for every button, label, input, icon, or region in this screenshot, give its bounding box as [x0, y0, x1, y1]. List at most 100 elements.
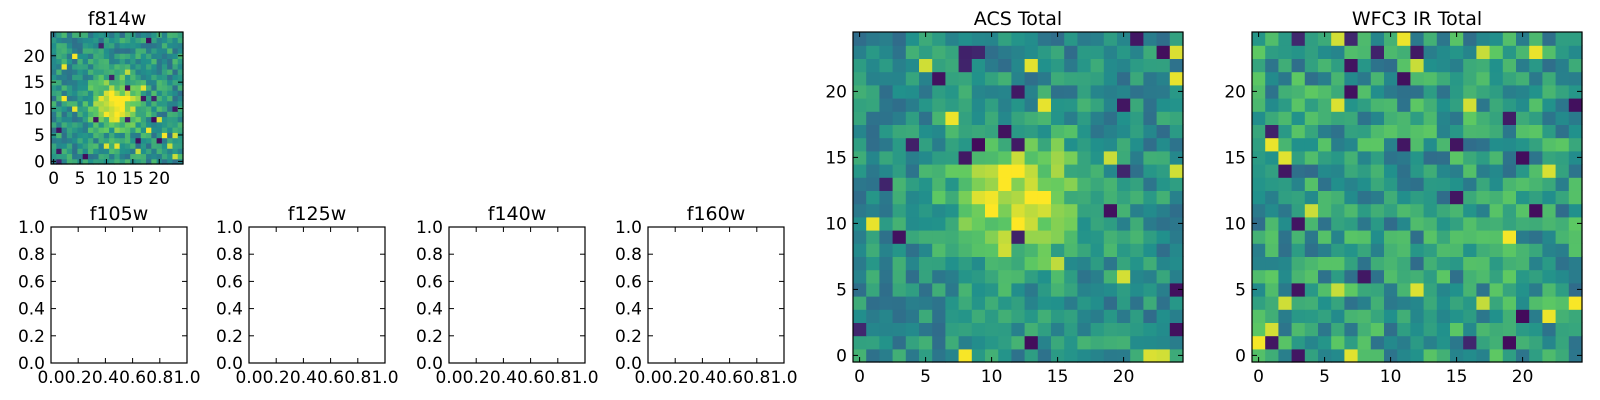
heatmap-cell — [66, 158, 73, 165]
heatmap-cell — [1304, 203, 1319, 218]
heatmap-cell — [905, 243, 920, 257]
heatmap-cell — [1555, 309, 1570, 323]
heatmap-cell — [1090, 296, 1105, 310]
heatmap-cell — [130, 84, 137, 91]
heatmap-cell — [72, 121, 78, 128]
heatmap-cell — [87, 153, 94, 160]
heatmap-cell — [853, 269, 867, 284]
heatmap-cell — [905, 348, 920, 363]
heatmap-cell — [109, 47, 115, 54]
panel-title-wfc3-ir-total: WFC3 IR Total — [1352, 8, 1482, 30]
heatmap-cell — [1489, 322, 1504, 337]
heatmap-cell — [109, 132, 115, 139]
heatmap-cell — [172, 42, 179, 49]
heatmap-cell — [971, 269, 986, 284]
heatmap-cell — [1502, 111, 1517, 125]
heatmap-cell — [140, 158, 147, 165]
heatmap-cell — [1542, 58, 1557, 73]
heatmap-cell — [77, 37, 84, 44]
heatmap-cell — [124, 47, 131, 54]
heatmap-cell — [103, 121, 110, 128]
heatmap-cell — [1568, 348, 1583, 363]
y-tick-label: 0.2 — [615, 327, 642, 347]
heatmap-cell — [1502, 45, 1517, 59]
heatmap-cell — [1436, 150, 1451, 165]
heatmap-cell — [66, 68, 73, 75]
heatmap-cell — [1476, 164, 1491, 178]
heatmap-cell — [1555, 243, 1570, 257]
axes-frame — [1251, 31, 1583, 363]
heatmap-cell — [93, 63, 100, 70]
heatmap-cell — [1423, 84, 1438, 99]
heatmap-cell — [1064, 124, 1078, 139]
heatmap-cell — [1037, 243, 1052, 257]
heatmap-cell — [1568, 335, 1583, 350]
heatmap-cell — [130, 53, 137, 59]
heatmap-cell — [98, 68, 105, 75]
heatmap-cell — [1568, 111, 1583, 125]
heatmap-cell — [1011, 58, 1026, 73]
heatmap-cell — [1516, 216, 1530, 231]
heatmap-cell — [1542, 111, 1557, 125]
heatmap-cell — [1304, 335, 1319, 350]
heatmap-cell — [61, 32, 68, 38]
heatmap-cell — [1117, 309, 1131, 323]
heatmap-cell — [1024, 296, 1039, 310]
heatmap-cell — [1502, 348, 1517, 363]
heatmap-cell — [98, 37, 105, 44]
heatmap-cell — [1502, 137, 1517, 152]
heatmap-cell — [1278, 45, 1293, 59]
heatmap-cell — [892, 190, 907, 205]
heatmap-cell — [932, 309, 946, 323]
heatmap-cell — [114, 153, 121, 160]
heatmap-cell — [1077, 282, 1092, 297]
heatmap-cell — [1529, 58, 1543, 73]
heatmap-cell — [167, 100, 174, 107]
y-tick-label: 10 — [825, 214, 847, 234]
heatmap-cell — [98, 53, 105, 59]
heatmap-cell — [1304, 296, 1319, 310]
heatmap-cell — [103, 116, 110, 123]
heatmap-cell — [1143, 243, 1158, 257]
heatmap-cell — [1476, 309, 1491, 323]
heatmap-cell — [1423, 282, 1438, 297]
heatmap-cell — [1011, 177, 1026, 191]
heatmap-cell — [1011, 150, 1026, 165]
heatmap-cell — [1117, 32, 1131, 46]
heatmap-cell — [156, 111, 163, 118]
heatmap-cell — [1169, 98, 1184, 112]
heatmap-cell — [1117, 84, 1131, 99]
heatmap-cell — [1384, 269, 1398, 284]
heatmap-cell — [98, 148, 105, 155]
heatmap-cell — [151, 137, 158, 144]
heatmap-cell — [151, 148, 158, 155]
heatmap-cell — [1117, 322, 1131, 337]
heatmap-cell — [1291, 243, 1306, 257]
heatmap-cell — [77, 127, 84, 133]
heatmap-cell — [1357, 32, 1372, 46]
heatmap-cell — [1291, 203, 1306, 218]
heatmap-cell — [1265, 282, 1279, 297]
heatmap-cell — [56, 148, 63, 155]
heatmap-cell — [77, 58, 84, 65]
heatmap-cell — [1463, 335, 1477, 350]
heatmap-cell — [1169, 243, 1184, 257]
heatmap-cell — [1555, 71, 1570, 86]
heatmap-cell — [72, 148, 78, 155]
heatmap-cell — [124, 58, 131, 65]
heatmap-cell — [1542, 124, 1557, 139]
heatmap-cell — [1410, 177, 1425, 191]
heatmap-cell — [1344, 190, 1359, 205]
heatmap-cell — [93, 53, 100, 59]
heatmap-cell — [161, 84, 168, 91]
heatmap-cell — [1463, 190, 1477, 205]
heatmap-cell — [1304, 45, 1319, 59]
heatmap-cell — [971, 32, 986, 46]
heatmap-cell — [56, 116, 63, 123]
heatmap-cell — [1436, 190, 1451, 205]
heatmap-cell — [140, 90, 147, 96]
heatmap-cell — [124, 84, 131, 91]
y-tick-label: 20 — [1224, 82, 1246, 102]
heatmap-cell — [971, 58, 986, 73]
